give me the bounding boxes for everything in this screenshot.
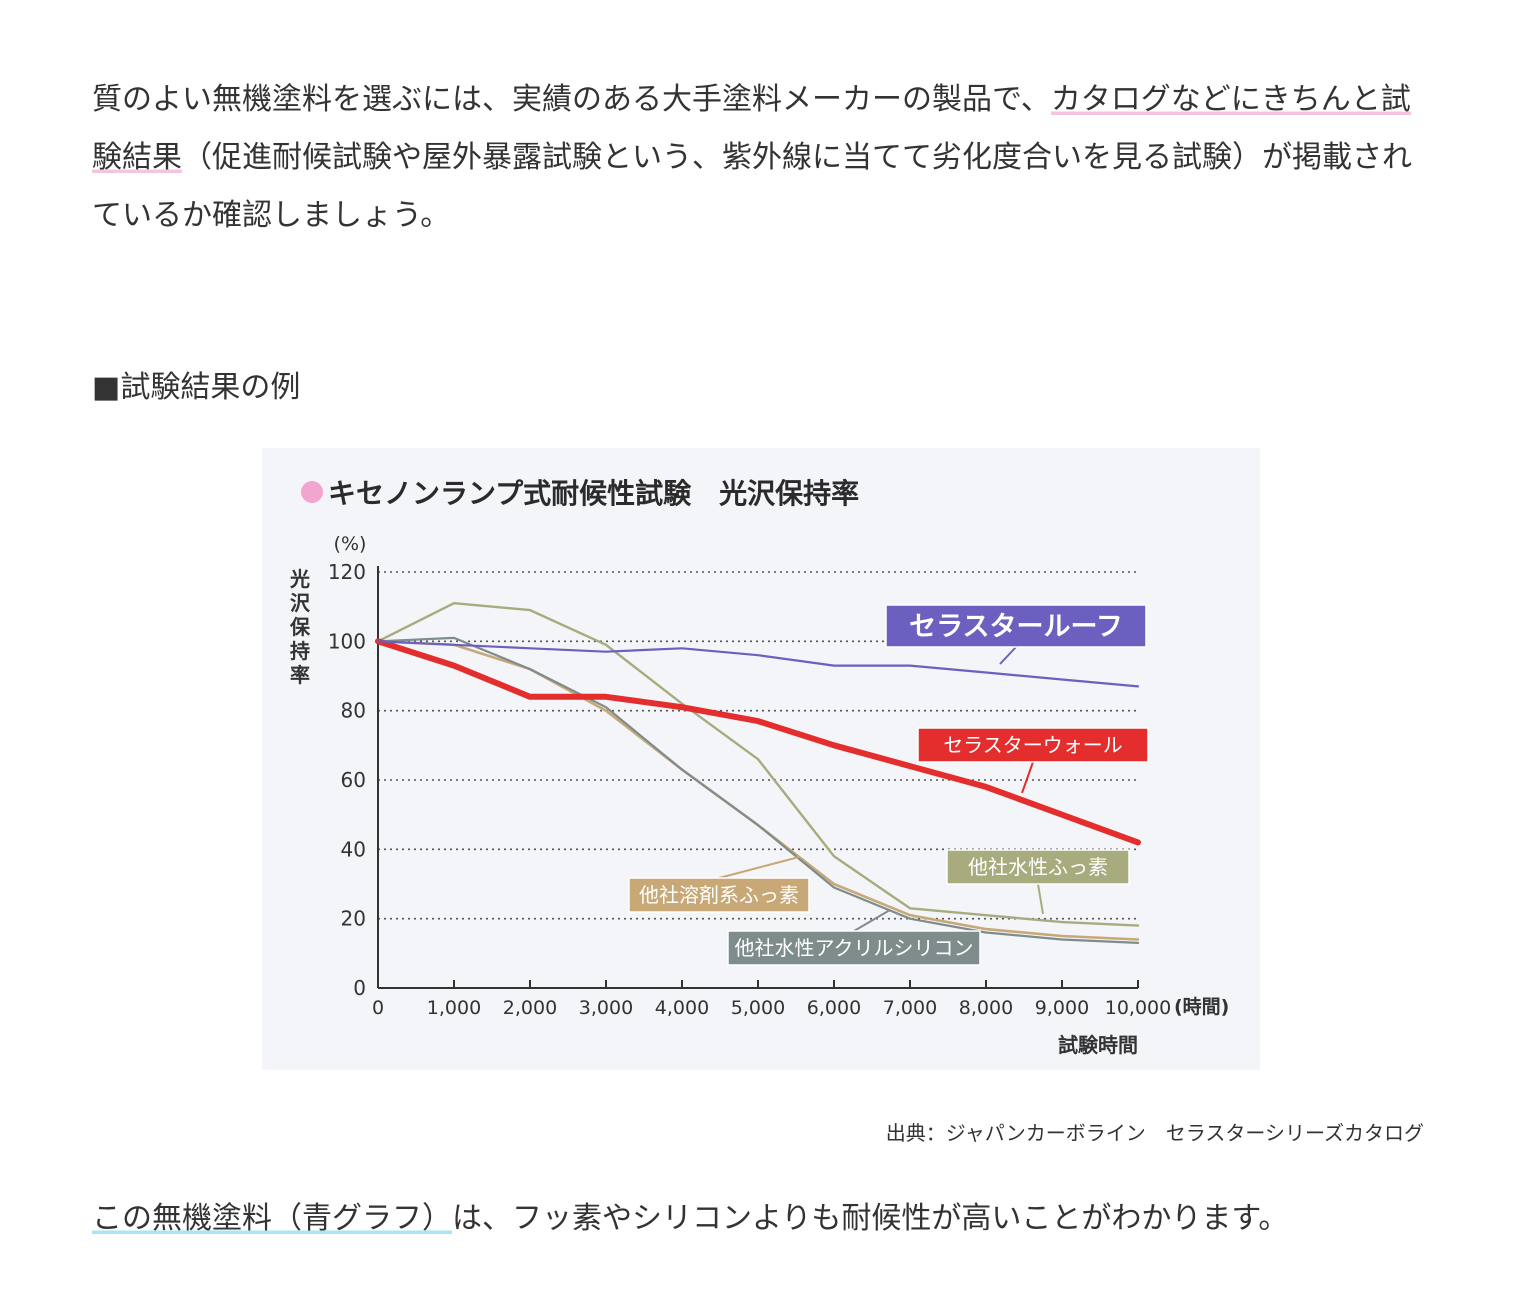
series-label-leader <box>999 646 1017 665</box>
series-label-leader <box>1037 883 1044 915</box>
title-dot-icon <box>301 481 323 503</box>
chart-title: キセノンランプ式耐候性試験 光沢保持率 <box>328 477 859 510</box>
y-axis-label-char: 持 <box>290 639 310 663</box>
series-label-leader <box>718 856 800 879</box>
y-tick-label: 80 <box>341 699 366 723</box>
figure-source: 出典：ジャパンカーボライン セラスターシリーズカタログ <box>885 1121 1424 1145</box>
x-tick-label: 2,000 <box>503 997 557 1019</box>
x-tick-label: 6,000 <box>807 997 861 1019</box>
series-label-text: 他社水性ふっ素 <box>968 855 1108 879</box>
axes: 0 20 40 60 80 100 120 0 1,000 2,000 3,000 4,000 5,00… <box>328 560 1171 1019</box>
gloss-retention-chart: キセノンランプ式耐候性試験 光沢保持率 (%) (時間) 試験時間 0 20 40 6… <box>289 477 1229 1057</box>
series-lines <box>375 601 1141 944</box>
series-label-box <box>917 727 1149 763</box>
y-axis-label-char: 保 <box>289 615 311 639</box>
series-label-text: 他社溶剤系ふっ素 <box>639 883 799 907</box>
x-tick-label: 3,000 <box>579 997 633 1019</box>
x-tick-label: 5,000 <box>731 997 785 1019</box>
x-tick-label: 8,000 <box>959 997 1013 1019</box>
series-line <box>375 638 1141 846</box>
intro-text-1: 質のよい無機塗料を選ぶには、実績のある大手塗料メーカーの製品で、 <box>92 82 1051 117</box>
series-label-leader <box>853 909 891 932</box>
series-label-leader <box>1021 761 1034 794</box>
conclusion-paragraph: この無機塗料（青グラフ）は、フッ素やシリコンよりも耐候性が高いことがわかります。 <box>92 1190 1422 1248</box>
series-label-box <box>946 849 1130 885</box>
section-heading: ■試験結果の例 <box>92 370 301 405</box>
conclusion-text: は、フッ素やシリコンよりも耐候性が高いことがわかります。 <box>452 1201 1289 1236</box>
y-axis-unit: (%) <box>334 533 367 555</box>
y-axis-label-char: 光 <box>289 567 310 591</box>
y-tick-label: 60 <box>341 768 366 792</box>
series-label-text: セラスタールーフ <box>909 612 1123 643</box>
x-tick-label: 9,000 <box>1035 997 1089 1019</box>
series-labels: セラスタールーフセラスターウォール他社水性ふっ素他社溶剤系ふっ素他社水性アクリル… <box>628 604 1149 966</box>
y-tick-label: 100 <box>328 629 366 653</box>
y-tick-label: 40 <box>341 837 366 861</box>
y-tick-label: 120 <box>328 560 366 584</box>
grid-lines <box>378 571 1138 920</box>
x-tick-label: 10,000 <box>1105 997 1171 1019</box>
series-line <box>376 636 1140 944</box>
series-label-box <box>727 930 981 966</box>
conclusion-highlight: この無機塗料（青グラフ） <box>92 1201 452 1236</box>
series-label-box <box>885 604 1147 648</box>
y-tick-label: 20 <box>341 907 366 931</box>
x-tick-label: 7,000 <box>883 997 937 1019</box>
chart-figure: キセノンランプ式耐候性試験 光沢保持率 (%) (時間) 試験時間 0 20 40 6… <box>262 448 1260 1070</box>
x-tick-label: 4,000 <box>655 997 709 1019</box>
series-label-text: セラスターウォール <box>943 733 1123 757</box>
series-line <box>376 601 1140 927</box>
series-label-text: 他社水性アクリルシリコン <box>735 936 974 960</box>
x-tick-label: 0 <box>372 997 384 1019</box>
y-axis-label-char: 率 <box>290 663 310 687</box>
intro-text-2: （促進耐候試験や屋外暴露試験という、紫外線に当てて劣化度合いを見る試験）が掲載さ… <box>92 140 1412 233</box>
x-axis-unit: (時間) <box>1174 996 1229 1018</box>
y-tick-label: 0 <box>353 976 366 1000</box>
y-axis-label: 光沢保持率 <box>289 567 311 687</box>
intro-paragraph: 質のよい無機塗料を選ぶには、実績のある大手塗料メーカーの製品で、カタログなどにき… <box>92 71 1422 245</box>
x-axis-label: 試験時間 <box>1058 1033 1138 1057</box>
series-line <box>376 640 1140 688</box>
y-axis-label-char: 沢 <box>290 591 311 615</box>
series-label-box <box>628 877 810 913</box>
x-tick-label: 1,000 <box>427 997 481 1019</box>
